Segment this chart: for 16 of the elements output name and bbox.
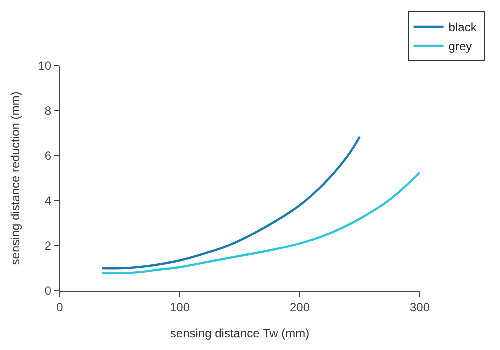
line-series <box>100 172 420 275</box>
legend-label: grey <box>448 40 472 54</box>
y-axis-title: sensing distance reduction (mm) <box>8 92 23 266</box>
x-tick-label: 200 <box>290 300 310 314</box>
x-tick-label: 100 <box>170 300 190 314</box>
y-tick-label: 6 <box>44 149 52 164</box>
y-tick-label: 10 <box>38 59 52 74</box>
x-tick-label: 300 <box>410 300 430 314</box>
y-tick-label: 2 <box>44 239 52 254</box>
x-axis-title: sensing distance Tw (mm) <box>170 326 310 340</box>
x-tick-label: 0 <box>56 300 64 314</box>
legend-label: black <box>448 20 478 35</box>
line-series <box>100 136 362 270</box>
y-tick-label: 4 <box>44 194 52 208</box>
y-tick-label: 8 <box>44 104 52 118</box>
y-tick-label: 0 <box>44 284 52 298</box>
